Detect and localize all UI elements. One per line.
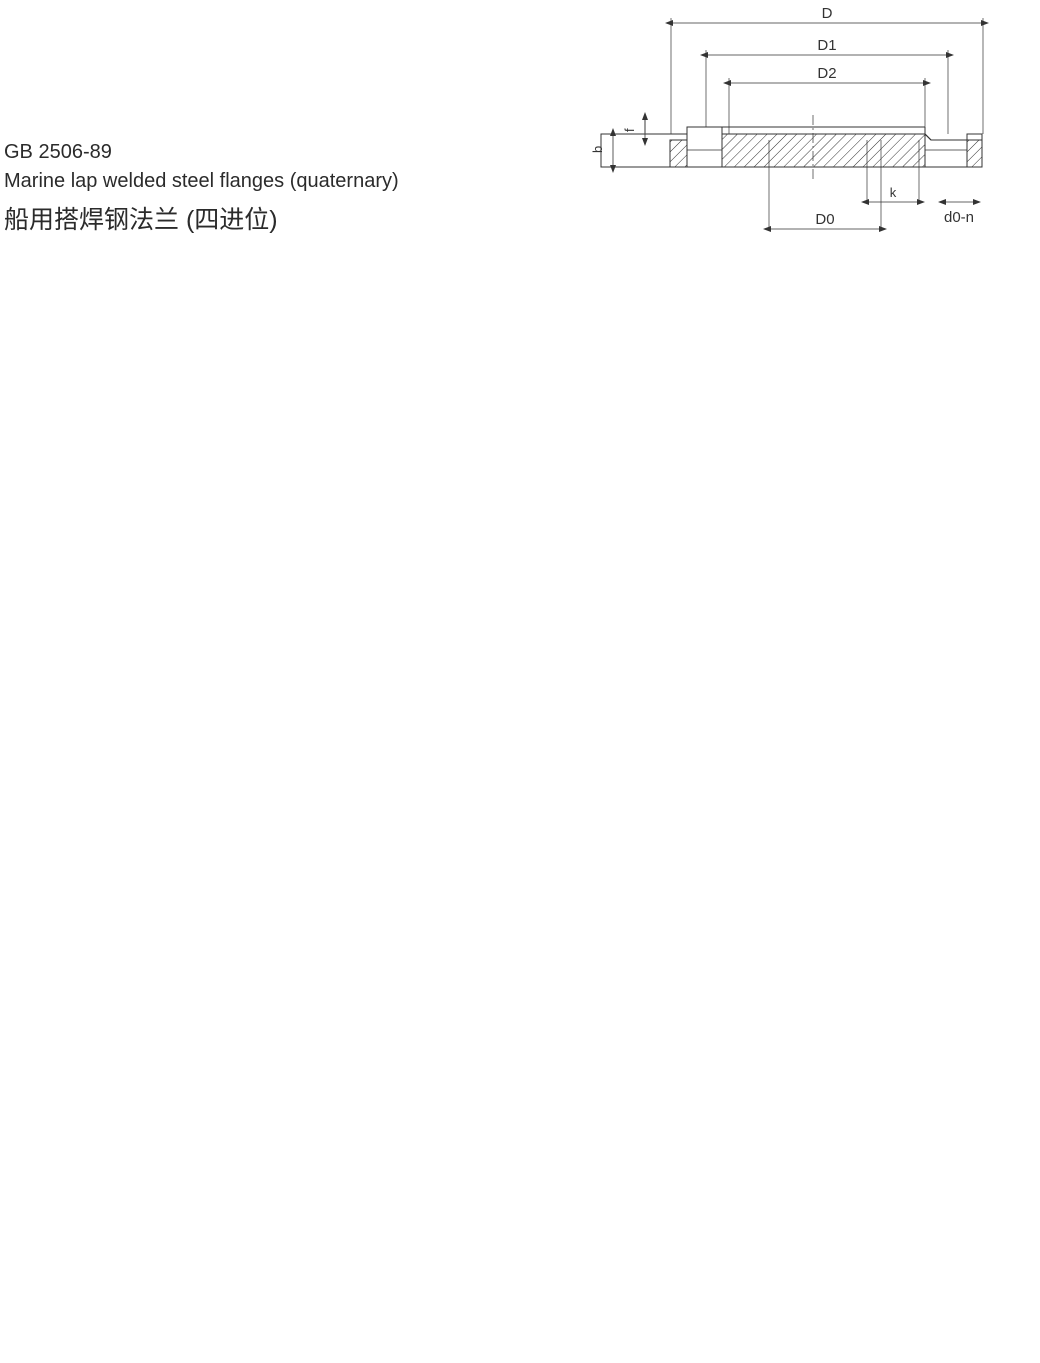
svg-text:D0: D0 [815, 211, 834, 228]
svg-text:f: f [622, 128, 637, 132]
svg-text:b: b [590, 146, 605, 153]
svg-text:D: D [822, 5, 833, 22]
svg-text:D1: D1 [817, 37, 836, 54]
svg-text:k: k [890, 185, 897, 200]
svg-text:D2: D2 [817, 65, 836, 82]
svg-text:d0-n: d0-n [944, 209, 974, 226]
